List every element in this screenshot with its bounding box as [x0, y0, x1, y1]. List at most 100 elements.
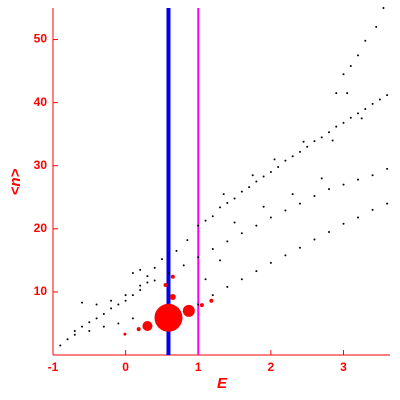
point: [331, 139, 334, 142]
x-tick-label: 3: [340, 360, 347, 374]
y-tick-label: 20: [34, 221, 48, 235]
point: [146, 275, 149, 278]
point: [364, 39, 367, 42]
point: [349, 116, 352, 119]
point: [204, 219, 207, 222]
point: [211, 248, 214, 251]
point: [382, 7, 385, 9]
point: [298, 246, 301, 249]
point: [346, 92, 349, 95]
point: [233, 197, 236, 200]
point: [357, 178, 360, 181]
point: [226, 201, 229, 204]
point: [335, 125, 338, 128]
point: [342, 222, 345, 225]
point: [360, 117, 363, 120]
point: [124, 294, 127, 297]
point: [168, 271, 171, 274]
point: [313, 238, 316, 241]
point: [139, 289, 142, 292]
point: [222, 193, 225, 196]
point: [139, 284, 142, 287]
point: [375, 25, 378, 28]
point: [131, 271, 134, 274]
point: [211, 215, 214, 218]
point: [182, 264, 185, 267]
point: [342, 121, 345, 124]
point: [298, 202, 301, 205]
point: [73, 330, 76, 333]
point: [81, 325, 84, 328]
point: [117, 322, 120, 325]
point: [349, 65, 352, 68]
point: [335, 92, 338, 95]
point: [284, 209, 287, 212]
point: [302, 140, 305, 143]
point: [248, 186, 251, 189]
point: [262, 205, 265, 208]
y-axis-title: <n>: [7, 168, 24, 195]
point: [371, 208, 374, 211]
point: [284, 159, 287, 162]
point: [327, 131, 330, 134]
point: [153, 279, 156, 282]
point: [124, 299, 127, 302]
point: [255, 180, 258, 183]
point: [327, 230, 330, 233]
point: [102, 312, 105, 315]
point: [357, 216, 360, 219]
point: [357, 54, 360, 57]
x-axis-title: E: [217, 375, 228, 392]
point: [81, 301, 84, 304]
point: [154, 303, 183, 332]
point: [226, 285, 229, 288]
point: [219, 206, 222, 209]
point: [386, 94, 389, 97]
point: [211, 294, 214, 297]
point: [269, 216, 272, 219]
point: [209, 298, 214, 303]
point: [131, 294, 134, 297]
point: [131, 317, 134, 320]
point: [197, 303, 200, 306]
point: [110, 307, 113, 310]
point: [186, 239, 189, 242]
x-tick-label: 1: [195, 360, 202, 374]
y-tick-label: 50: [34, 32, 48, 46]
point: [153, 266, 156, 269]
point: [284, 254, 287, 257]
point: [298, 150, 301, 153]
y-tick-label: 30: [34, 158, 48, 172]
point: [262, 175, 265, 178]
point: [142, 320, 153, 331]
point: [371, 102, 374, 105]
point: [313, 140, 316, 143]
point: [197, 256, 200, 259]
point: [66, 338, 69, 341]
point: [386, 167, 389, 170]
point: [269, 171, 272, 174]
point: [255, 224, 258, 227]
point: [371, 174, 374, 177]
point: [139, 268, 142, 271]
point: [219, 259, 222, 262]
x-tick-label: 0: [122, 360, 129, 374]
point: [327, 188, 330, 191]
point: [233, 221, 236, 224]
point: [342, 73, 345, 76]
point: [291, 155, 294, 158]
point: [117, 303, 120, 306]
point: [110, 299, 113, 302]
point: [199, 303, 204, 308]
point: [378, 98, 381, 101]
point: [88, 321, 91, 324]
point: [291, 193, 294, 196]
x-tick-label: 2: [268, 360, 275, 374]
point: [255, 270, 258, 273]
point: [102, 325, 105, 328]
point: [136, 327, 141, 332]
point: [240, 190, 243, 193]
point: [197, 224, 200, 227]
